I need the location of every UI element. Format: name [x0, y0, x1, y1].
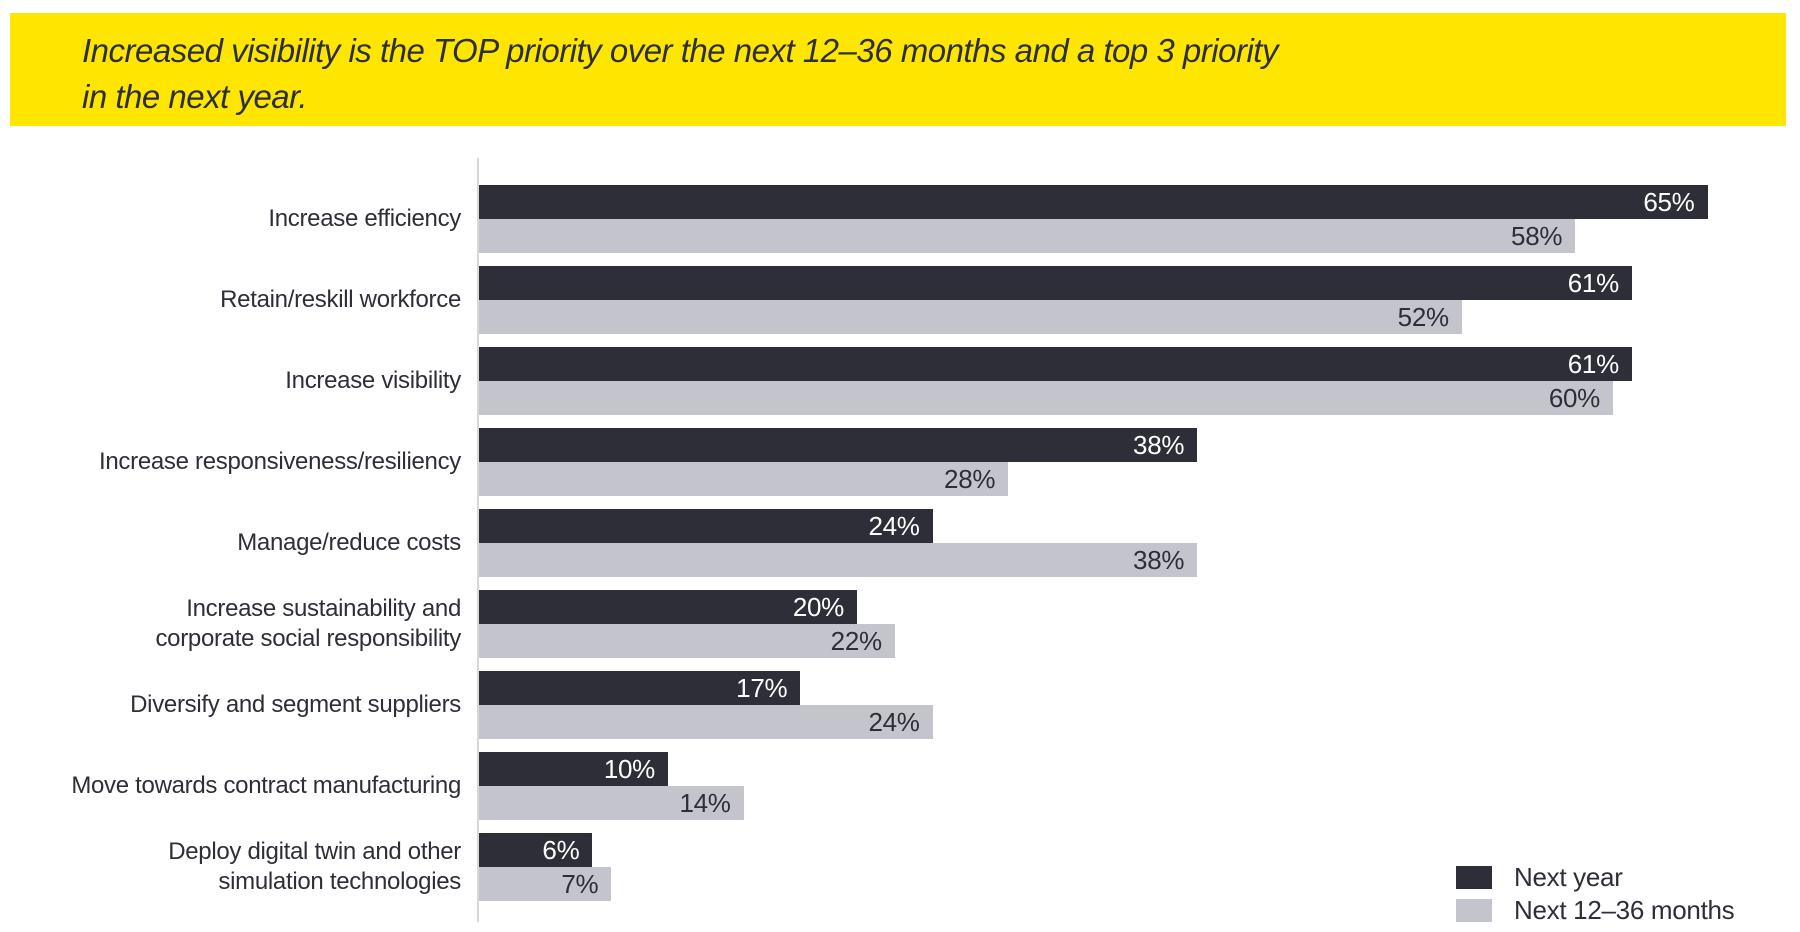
bar-group: 17% 24% [479, 671, 1800, 739]
bar-next-12-36-months: 38% [479, 543, 1198, 577]
chart-row: Increase visibility 61% 60% [0, 347, 1800, 415]
chart-row: Deploy digital twin and other simulation… [0, 833, 1800, 901]
value-label: 61% [1567, 267, 1619, 298]
value-label: 38% [1133, 429, 1185, 460]
bar-next-12-36-months: 60% [479, 381, 1613, 415]
chart-row: Increase responsiveness/resiliency 38% 28% [0, 428, 1800, 496]
value-label: 24% [868, 706, 920, 737]
category-label: Deploy digital twin and other simulation… [168, 838, 461, 895]
category-label: Increase sustainability and corporate so… [155, 595, 461, 652]
headline-banner: Increased visibility is the TOP priority… [10, 13, 1786, 126]
category-label: Retain/reskill workforce [220, 286, 461, 313]
chart-row: Diversify and segment suppliers 17% 24% [0, 671, 1800, 739]
legend-item-next-year: Next year [1456, 862, 1734, 892]
value-label: 6% [542, 834, 580, 865]
bar-next-year: 6% [479, 833, 593, 867]
category-label: Increase visibility [285, 367, 461, 394]
legend-label-next-year: Next year [1514, 862, 1623, 892]
chart-row: Manage/reduce costs 24% 38% [0, 509, 1800, 577]
value-label: 28% [944, 463, 996, 494]
bar-group: 65% 58% [479, 185, 1800, 253]
bar-group: 6% 7% [479, 833, 1800, 901]
bar-next-12-36-months: 28% [479, 462, 1009, 496]
bar-next-year: 38% [479, 428, 1198, 462]
value-label: 7% [561, 868, 599, 899]
bar-next-year: 61% [479, 266, 1632, 300]
bar-next-year: 17% [479, 671, 801, 705]
chart-rows: Increase efficiency 65% 58% Retain/reskill … [0, 185, 1800, 914]
bar-group: 24% 38% [479, 509, 1800, 577]
legend: Next year Next 12–36 months [1456, 862, 1735, 932]
category-label: Manage/reduce costs [237, 529, 461, 556]
headline-text: Increased visibility is the TOP priority… [10, 13, 1786, 120]
headline-line-2: in the next year. [82, 78, 308, 115]
bar-group: 61% 52% [479, 266, 1800, 334]
value-label: 10% [603, 753, 655, 784]
bar-group: 20% 22% [479, 590, 1800, 658]
bar-next-year: 24% [479, 509, 933, 543]
legend-item-next-12-36-months: Next 12–36 months [1456, 895, 1735, 925]
legend-swatch-next-12-36-months [1456, 899, 1492, 922]
y-axis-line [477, 158, 479, 922]
chart-row: Increase efficiency 65% 58% [0, 185, 1800, 253]
value-label: 52% [1397, 301, 1449, 332]
bar-group: 38% 28% [479, 428, 1800, 496]
bar-next-year: 61% [479, 347, 1632, 381]
value-label: 61% [1567, 348, 1619, 379]
value-label: 17% [736, 672, 788, 703]
bar-group: 61% 60% [479, 347, 1800, 415]
headline-line-1: Increased visibility is the TOP priority… [82, 32, 1278, 69]
chart-row: Retain/reskill workforce 61% 52% [0, 266, 1800, 334]
value-label: 20% [792, 591, 844, 622]
value-label: 65% [1643, 186, 1695, 217]
bar-next-12-36-months: 58% [479, 219, 1576, 253]
bar-next-year: 20% [479, 590, 857, 624]
bar-group: 10% 14% [479, 752, 1800, 820]
value-label: 58% [1511, 220, 1563, 251]
bar-next-12-36-months: 24% [479, 705, 933, 739]
bar-next-year: 10% [479, 752, 668, 786]
chart-row: Move towards contract manufacturing 10% 14… [0, 752, 1800, 820]
category-label: Move towards contract manufacturing [71, 772, 461, 799]
category-label: Diversify and segment suppliers [130, 691, 461, 718]
value-label: 14% [679, 787, 731, 818]
category-label: Increase responsiveness/resiliency [99, 448, 461, 475]
bar-next-12-36-months: 22% [479, 624, 895, 658]
bar-next-12-36-months: 14% [479, 786, 744, 820]
bar-next-12-36-months: 7% [479, 867, 612, 901]
value-label: 60% [1548, 382, 1600, 413]
value-label: 38% [1133, 544, 1185, 575]
bar-next-year: 65% [479, 185, 1708, 219]
category-label: Increase efficiency [268, 205, 461, 232]
legend-label-next-12-36-months: Next 12–36 months [1514, 895, 1735, 925]
legend-swatch-next-year [1456, 866, 1492, 889]
chart-row: Increase sustainability and corporate so… [0, 590, 1800, 658]
value-label: 24% [868, 510, 920, 541]
bar-next-12-36-months: 52% [479, 300, 1462, 334]
value-label: 22% [830, 625, 882, 656]
